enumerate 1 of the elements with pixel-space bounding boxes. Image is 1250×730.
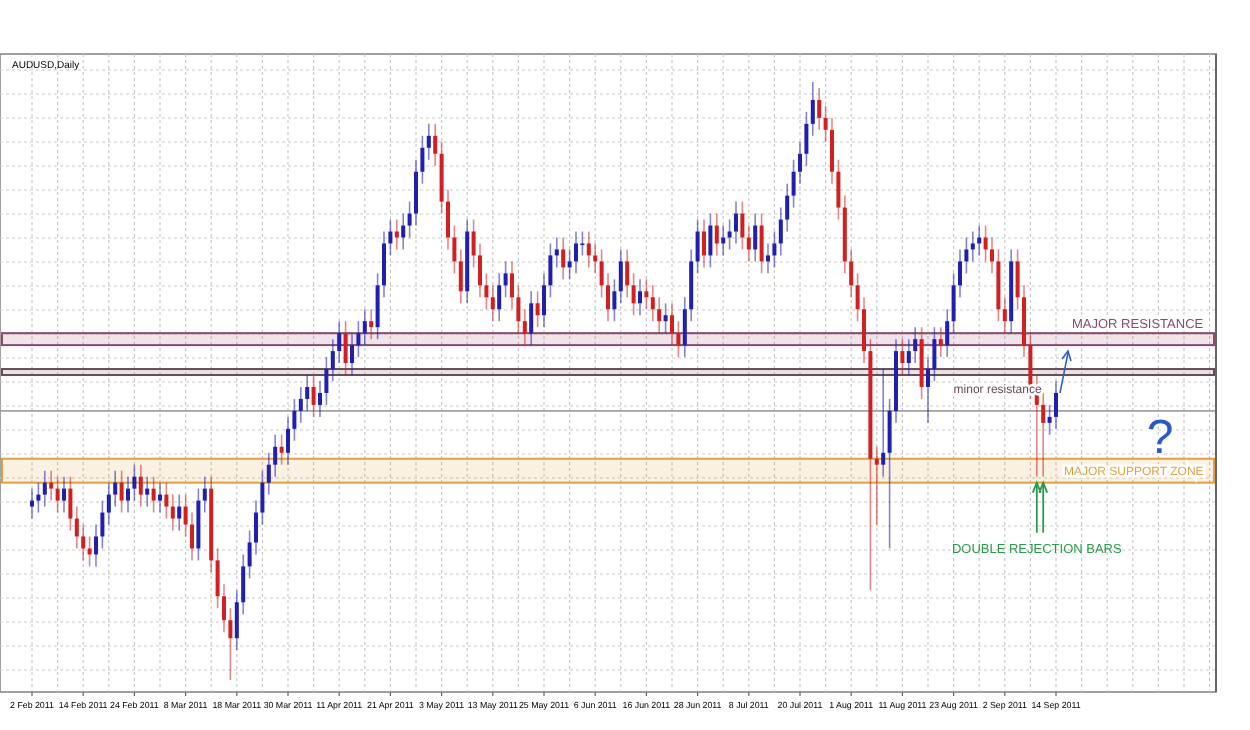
text: ? (1146, 410, 1174, 465)
